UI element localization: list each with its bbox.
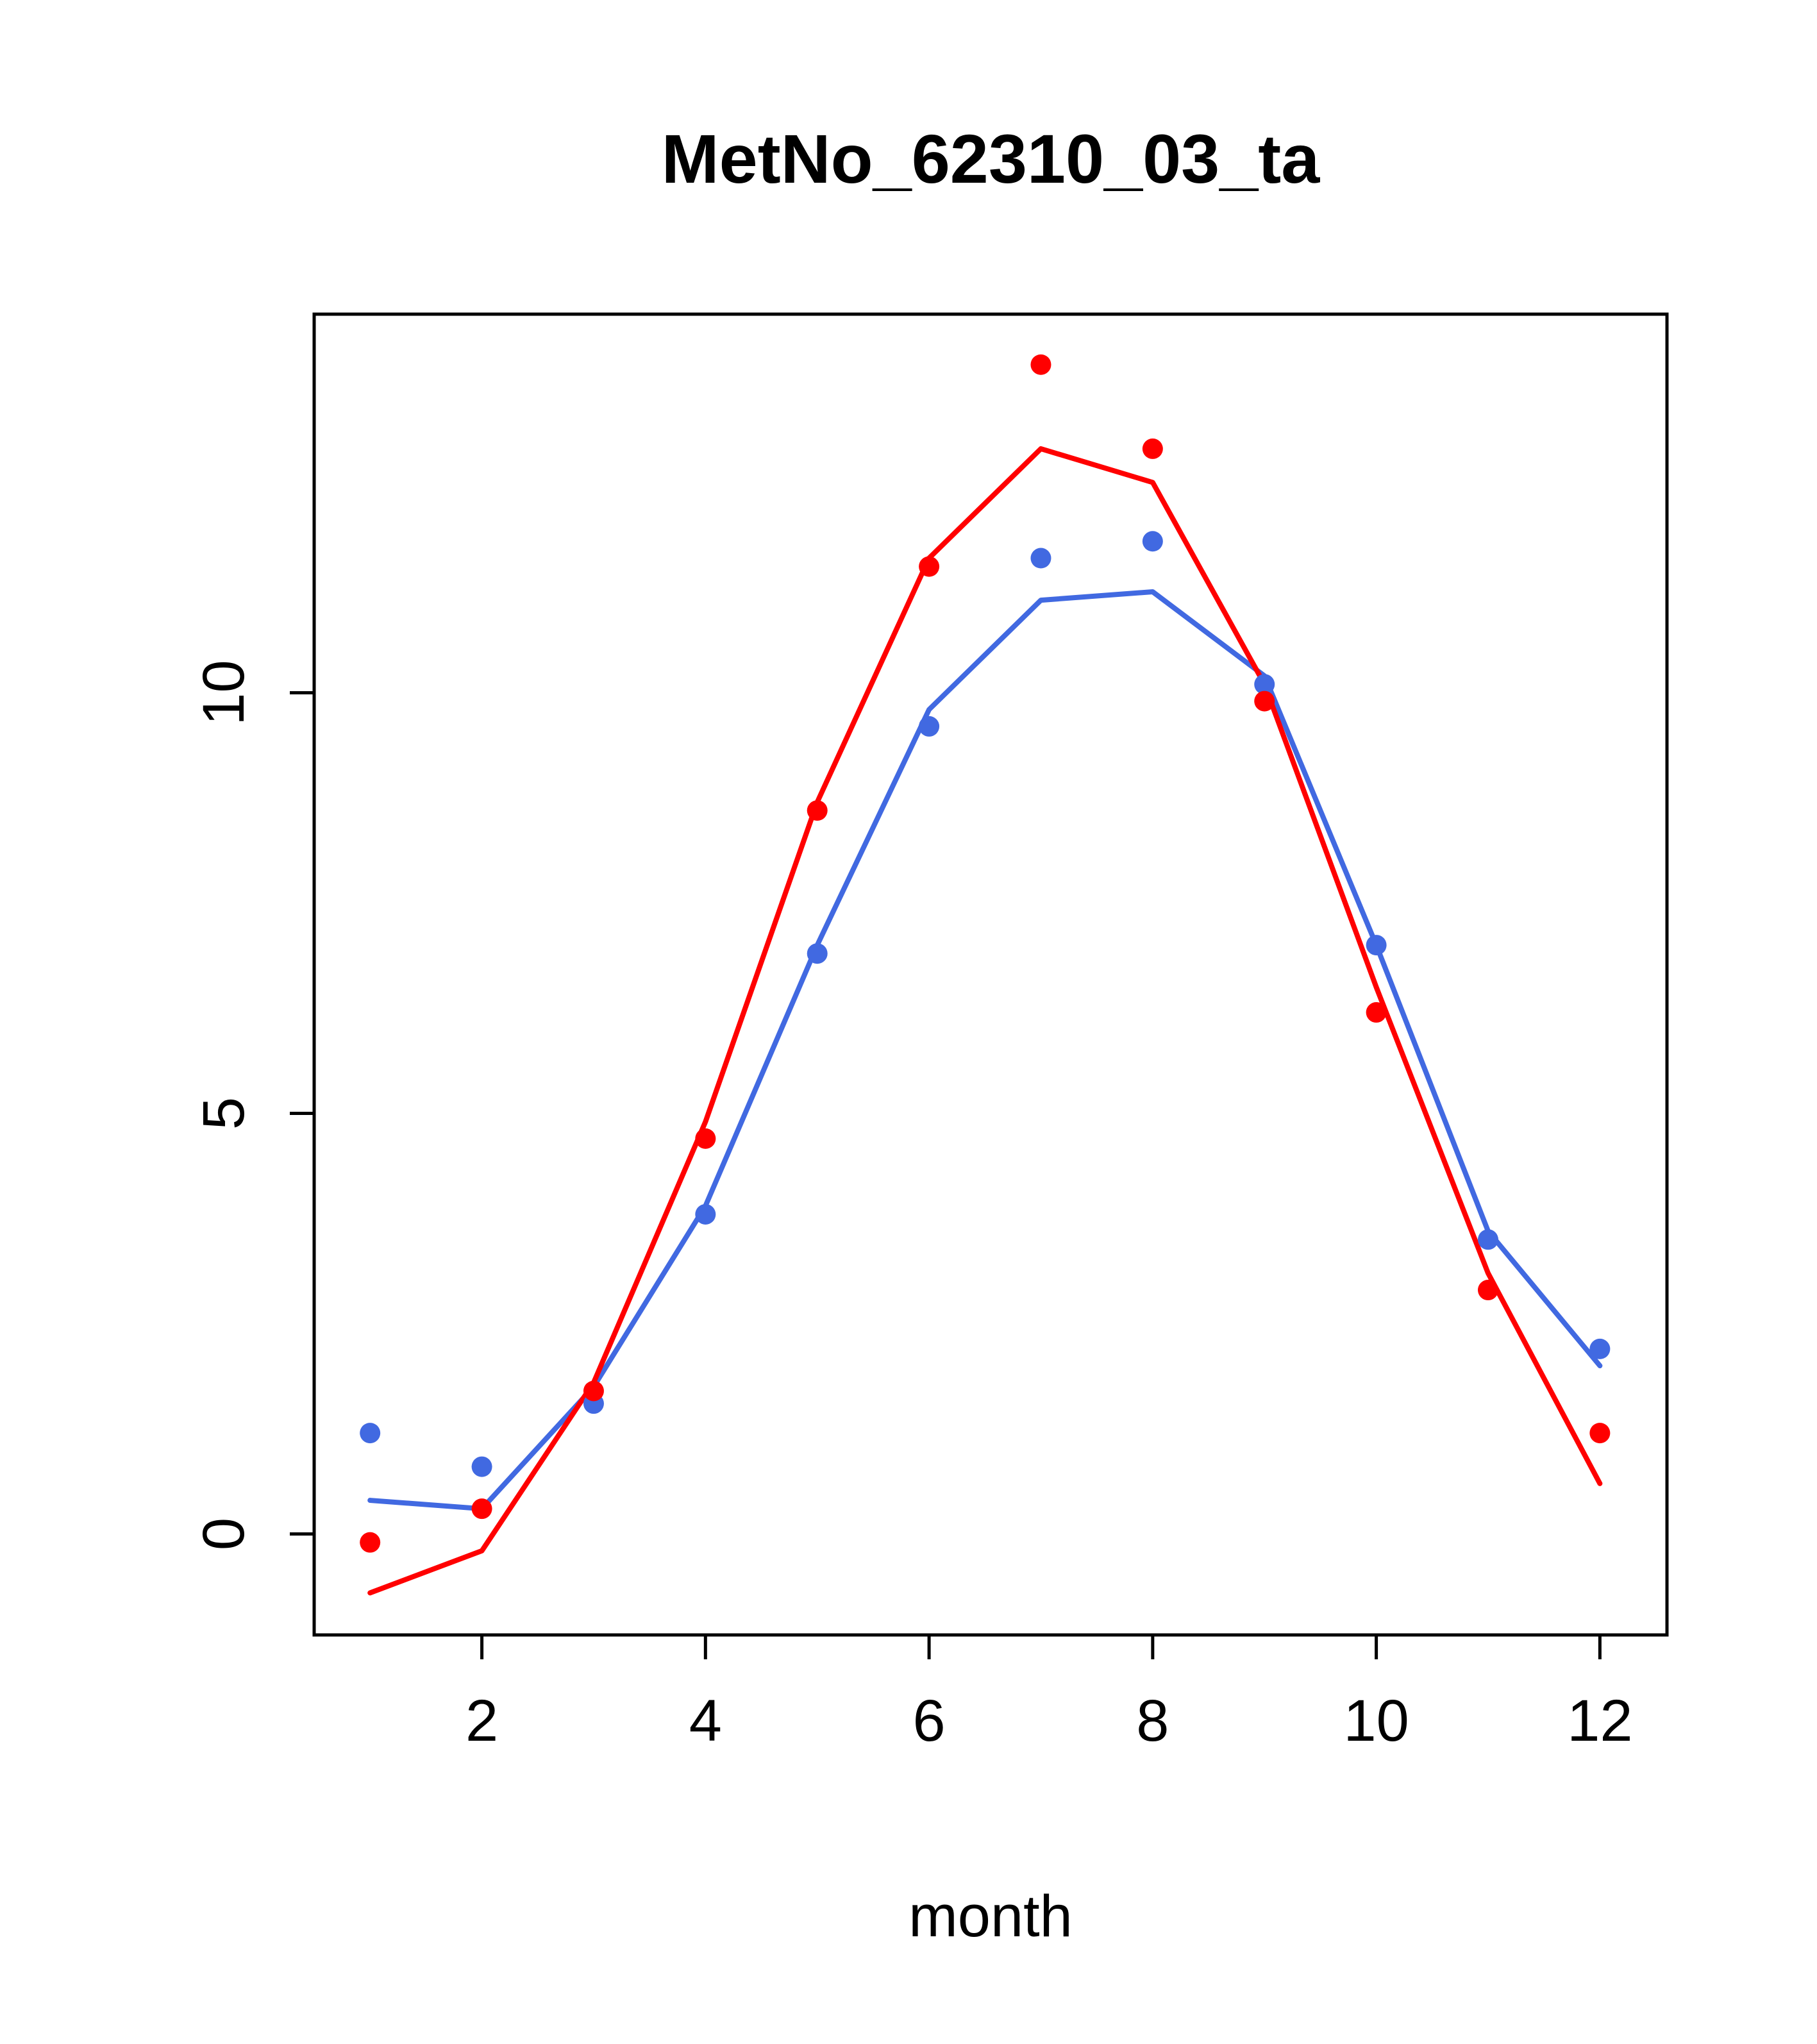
x-tick-label: 10 <box>1343 1688 1409 1754</box>
red-point <box>360 1532 381 1553</box>
chart-title: MetNo_62310_03_ta <box>662 120 1321 197</box>
red-point <box>471 1498 492 1520</box>
x-tick-label: 4 <box>689 1688 722 1754</box>
x-tick-label: 6 <box>913 1688 946 1754</box>
series-blue-points <box>360 531 1611 1477</box>
blue-point <box>1254 674 1275 695</box>
red-point <box>1589 1423 1611 1444</box>
blue-point <box>360 1423 381 1444</box>
y-tick-label: 10 <box>191 660 256 725</box>
red-point <box>1030 354 1051 375</box>
red-point <box>695 1128 716 1149</box>
blue-point <box>695 1203 716 1225</box>
x-tick-label: 12 <box>1567 1688 1632 1754</box>
blue-point <box>1366 935 1387 956</box>
chart-series <box>360 354 1611 1596</box>
series-red-line <box>367 446 1603 1596</box>
y-tick-label: 5 <box>191 1097 256 1130</box>
red-point <box>1254 691 1275 712</box>
blue-point <box>1477 1229 1498 1250</box>
blue-point <box>1142 531 1163 552</box>
x-tick-label: 2 <box>465 1688 498 1754</box>
blue-point <box>1030 548 1051 569</box>
red-point <box>807 800 828 821</box>
series-red-points <box>360 354 1611 1553</box>
red-point <box>919 556 940 577</box>
red-point <box>1142 438 1163 459</box>
red-point <box>583 1380 604 1402</box>
blue-point <box>1589 1338 1611 1359</box>
x-axis-label: month <box>908 1884 1073 1949</box>
x-tick-label: 8 <box>1136 1688 1169 1754</box>
blue-point <box>919 716 940 737</box>
red-point <box>1477 1280 1498 1301</box>
red-point <box>1366 1002 1387 1023</box>
blue-point <box>471 1456 492 1477</box>
y-axis-ticks: 0 5 10 <box>191 660 314 1550</box>
y-tick-label: 0 <box>191 1518 256 1550</box>
plot-border <box>312 312 1669 1637</box>
blue-point <box>807 943 828 964</box>
x-axis-ticks: 2 4 6 8 10 12 <box>465 1635 1633 1754</box>
series-blue-line <box>367 589 1603 1512</box>
